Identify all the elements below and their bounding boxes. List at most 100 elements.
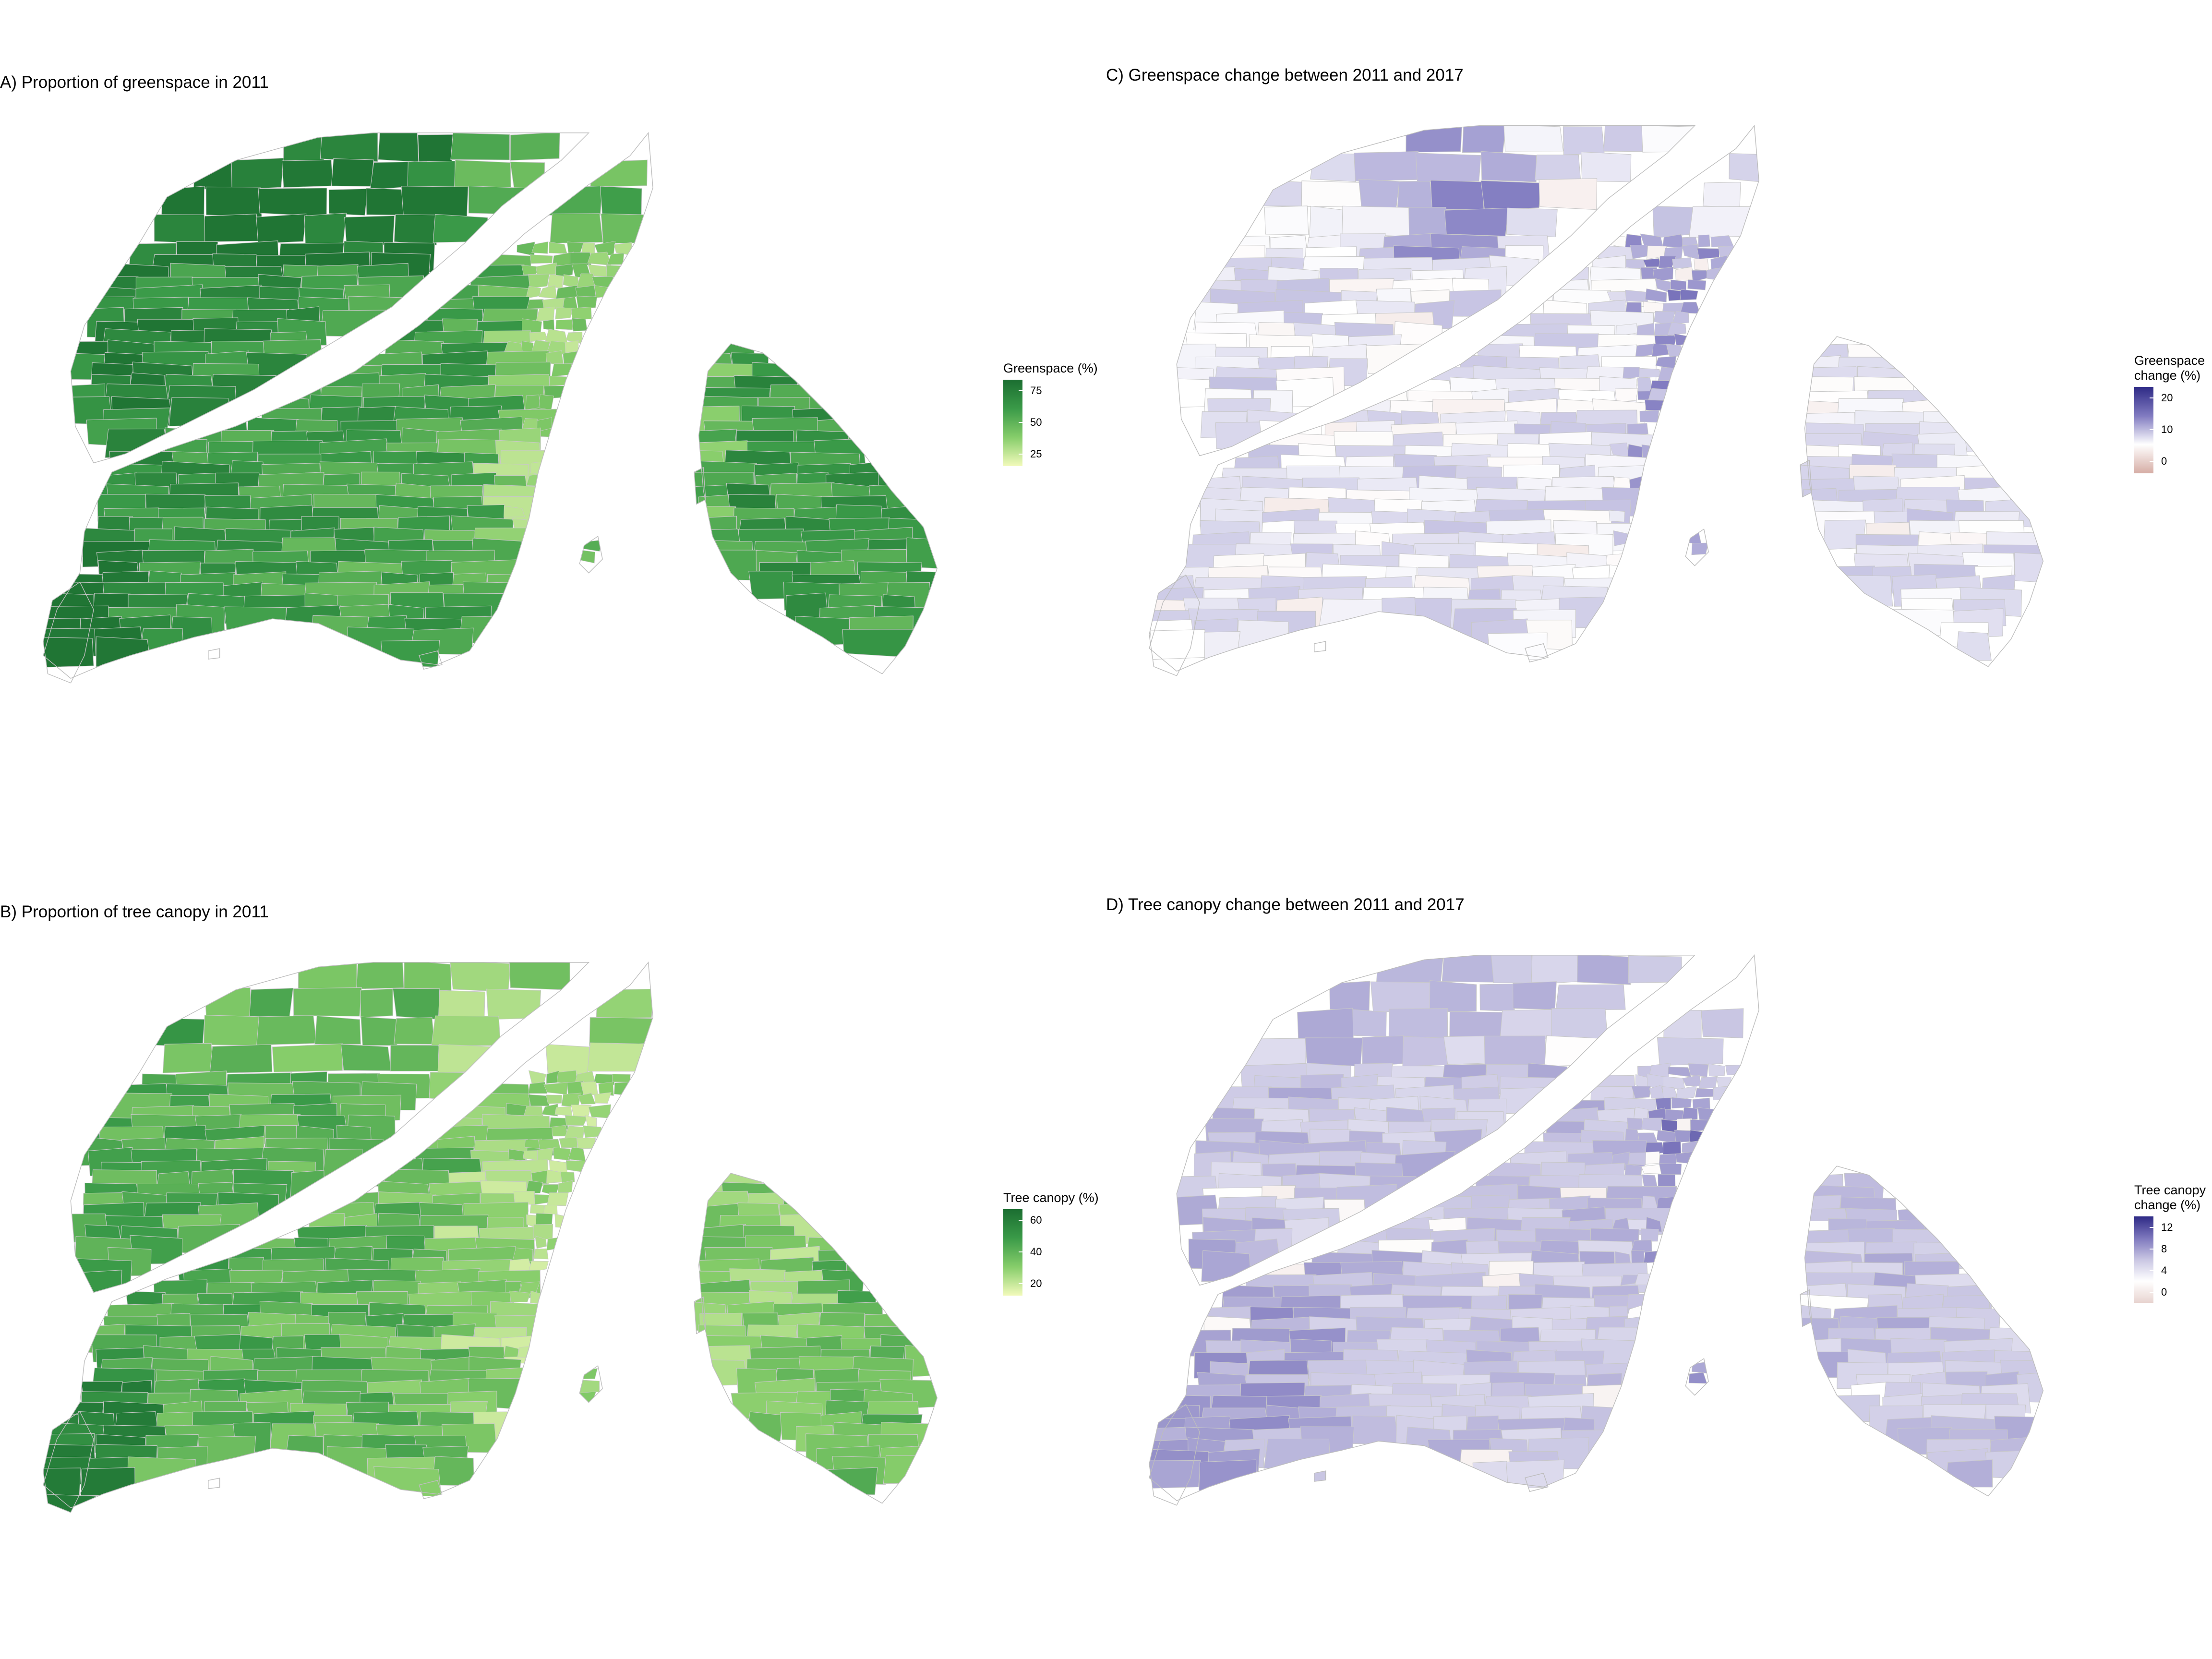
census-tract xyxy=(1641,125,1695,153)
census-tract xyxy=(1708,1063,1726,1077)
census-tract xyxy=(43,1467,81,1497)
census-tract xyxy=(598,1082,614,1096)
census-tract xyxy=(565,1115,588,1126)
census-tract xyxy=(1358,179,1400,209)
legend-tick-mark xyxy=(2150,1249,2153,1250)
census-tract-layer xyxy=(43,132,938,668)
census-tract xyxy=(404,962,452,992)
island-outline xyxy=(1525,643,1549,662)
census-tract xyxy=(314,1015,361,1045)
census-tract xyxy=(1668,1067,1692,1077)
panel-c: C) Greenspace change between 2011 and 20… xyxy=(1106,0,2212,830)
legend-tick-label: 0 xyxy=(2161,1286,2167,1298)
census-tract xyxy=(1691,542,1709,555)
census-tract xyxy=(1655,356,1676,370)
census-tract xyxy=(1414,598,1453,629)
legend-color-bar xyxy=(2134,387,2153,473)
census-tract xyxy=(555,319,574,330)
census-tract xyxy=(550,213,603,244)
census-tract xyxy=(437,1044,495,1073)
census-tract xyxy=(1382,597,1417,625)
island-outline xyxy=(1149,954,1759,1502)
census-tract xyxy=(1627,423,1648,435)
census-tract xyxy=(533,1248,549,1260)
census-tract xyxy=(1353,1009,1387,1037)
census-tract xyxy=(1429,980,1477,1012)
census-tract xyxy=(224,606,287,636)
census-tract xyxy=(552,1125,568,1137)
census-tract xyxy=(614,1082,633,1096)
census-tract xyxy=(249,987,294,1020)
census-tract xyxy=(1309,205,1346,238)
census-tract xyxy=(1682,1107,1698,1121)
census-tract xyxy=(1613,530,1635,546)
census-tract xyxy=(1631,1086,1651,1098)
census-tract xyxy=(546,1237,564,1251)
island-outline xyxy=(1149,1404,1200,1506)
census-tract xyxy=(1841,575,1893,607)
legend-color-bar xyxy=(1003,380,1022,466)
census-tract xyxy=(1462,125,1506,153)
legend-title-line: Greenspace (%) xyxy=(1003,361,1098,375)
census-tract xyxy=(193,159,233,190)
census-tract xyxy=(1506,207,1558,238)
island-outline xyxy=(1314,641,1326,652)
census-tract xyxy=(1651,343,1669,357)
census-tract xyxy=(1697,248,1719,259)
legend-tick-label: 10 xyxy=(2161,423,2173,435)
census-tract xyxy=(601,213,666,244)
census-tract xyxy=(546,1094,562,1104)
census-tract xyxy=(293,987,362,1017)
island-outline xyxy=(1800,459,1812,498)
census-tract xyxy=(1615,388,1638,402)
census-tract xyxy=(1645,288,1667,302)
census-tract xyxy=(2014,552,2044,584)
island-outline xyxy=(1804,1166,2044,1497)
census-tract xyxy=(80,1467,135,1496)
census-tract xyxy=(547,1192,569,1206)
census-tract xyxy=(394,1017,435,1045)
census-tract xyxy=(344,215,395,246)
greenspace-change-map xyxy=(1149,124,2044,676)
panel-title: C) Greenspace change between 2011 and 20… xyxy=(1106,66,1464,84)
census-tract xyxy=(407,160,456,190)
census-tract xyxy=(204,214,259,242)
census-tract xyxy=(258,188,327,217)
island-outline xyxy=(1149,124,1759,672)
census-tract xyxy=(1643,301,1664,313)
census-tract xyxy=(361,1016,397,1046)
census-tract xyxy=(1370,981,1432,1013)
census-tract xyxy=(1631,1250,1645,1265)
census-tract xyxy=(418,134,454,163)
census-tract xyxy=(1500,1009,1553,1040)
legend-tick-mark xyxy=(1019,1283,1022,1284)
tree-canopy-change-map xyxy=(1149,954,2044,1506)
legend-tick-mark xyxy=(2150,1227,2153,1228)
census-tract xyxy=(564,1126,585,1139)
census-tract xyxy=(356,962,404,989)
legend-tick-mark xyxy=(2150,397,2153,398)
census-tract xyxy=(1603,125,1645,152)
census-tract xyxy=(573,1391,597,1404)
island-outline xyxy=(698,1173,938,1504)
census-tract xyxy=(1397,180,1433,211)
census-tract xyxy=(1443,1035,1486,1065)
island-outline xyxy=(1685,1358,1709,1396)
census-tract xyxy=(1430,180,1484,210)
census-tract xyxy=(283,132,325,163)
census-tract xyxy=(1687,279,1707,290)
census-tract xyxy=(510,132,560,161)
census-tract xyxy=(81,1270,122,1300)
census-tract xyxy=(1388,1008,1448,1040)
census-tract xyxy=(504,505,525,517)
census-tract xyxy=(1624,1164,1642,1177)
census-tract xyxy=(1675,1151,1694,1164)
census-tract xyxy=(1449,1011,1504,1039)
census-tract xyxy=(543,1082,568,1095)
legend-tick-mark xyxy=(2150,461,2153,462)
island-outline xyxy=(698,343,938,674)
legend-tick-label: 8 xyxy=(2161,1243,2167,1255)
census-tract xyxy=(549,1160,567,1173)
legend-tick-mark xyxy=(2150,1292,2153,1293)
census-tract xyxy=(536,306,555,321)
